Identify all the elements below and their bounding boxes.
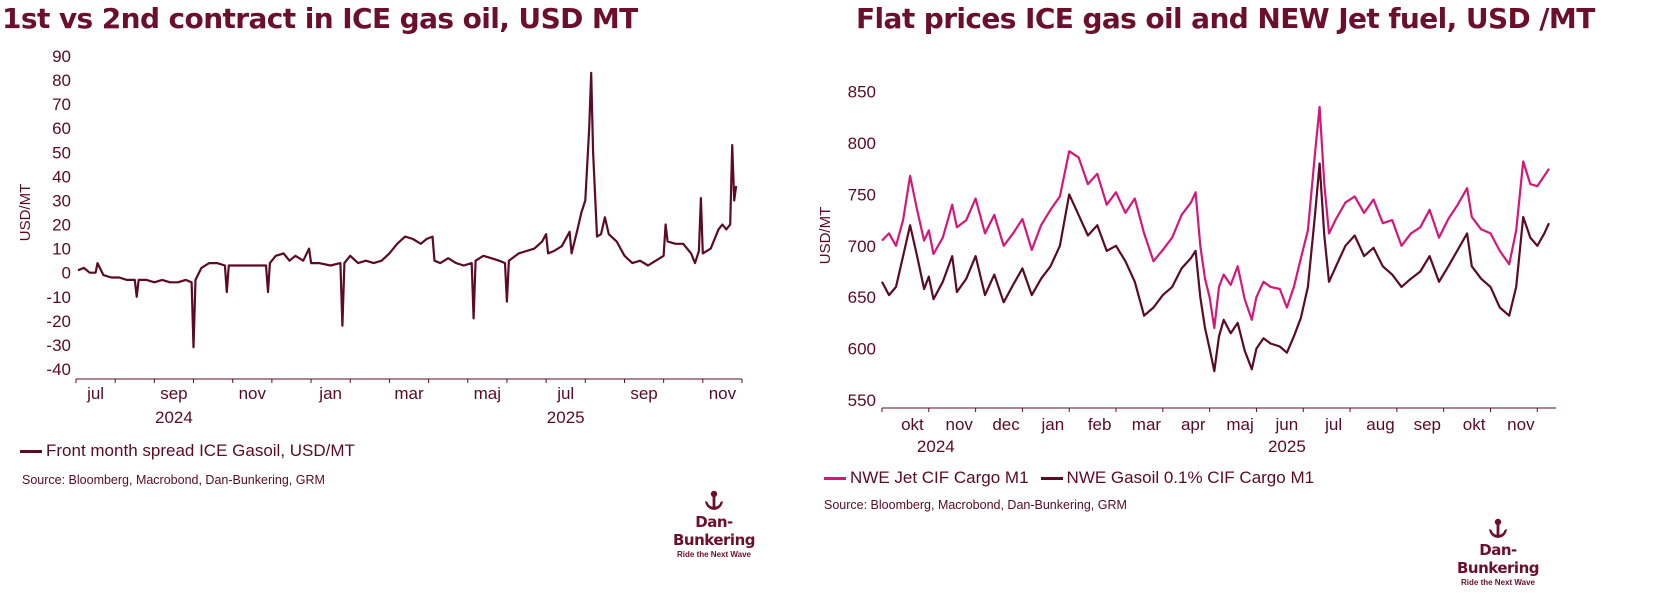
y-tick-label: 30 [52,191,71,210]
x-tick-label: sep [630,384,657,403]
legend-label: NWE Jet CIF Cargo M1 [850,468,1029,487]
y-tick-label: 50 [52,143,71,162]
left-chart-title: 1st vs 2nd contract in ICE gas oil, USD … [2,2,638,35]
x-tick-label: sep [1414,415,1441,434]
x-tick-label: nov [946,415,974,434]
y-tick-label: -30 [46,336,71,355]
y-tick-label: 60 [52,119,71,138]
series-line-0 [77,71,738,349]
logo-tagline: Ride the Next Wave [677,550,751,559]
legend-swatch [1040,476,1063,480]
legend-item-gasoil: NWE Gasoil 0.1% CIF Cargo M1 [1040,468,1315,488]
x-tick-label: maj [1226,415,1253,434]
x-tick-label: mar [394,384,424,403]
logo-brand-name: Dan-Bunkering [673,513,756,549]
x-tick-label: nov [1507,415,1535,434]
y-tick-label: -20 [46,312,71,331]
y-axis-title: USD/MT [817,207,834,265]
left-logo: Dan-Bunkering Ride the Next Wave [658,490,770,559]
y-tick-label: 700 [848,237,876,256]
y-tick-label: -40 [46,360,71,379]
logo-tagline: Ride the Next Wave [1461,578,1535,587]
legend-item-spread: Front month spread ICE Gasoil, USD/MT [20,441,355,461]
legend-swatch [824,476,846,480]
right-chart-title: Flat prices ICE gas oil and NEW Jet fuel… [856,2,1595,35]
y-axis-title: USD/MT [17,184,34,242]
y-tick-label: 90 [52,47,71,66]
series-line-0 [881,105,1550,330]
x-tick-label: aug [1366,415,1394,434]
y-tick-label: 550 [848,391,876,410]
y-tick-label: 20 [52,216,71,235]
x-tick-label: jan [318,384,342,403]
right-legend: NWE Jet CIF Cargo M1 NWE Gasoil 0.1% CIF… [824,468,1326,488]
x-tick-label: jun [1275,415,1299,434]
y-tick-label: 750 [848,185,876,204]
x-tick-label: okt [1463,415,1486,434]
anchor-logo-icon [705,490,723,510]
x-year-label: 2024 [917,437,955,456]
x-tick-label: maj [474,384,501,403]
x-tick-label: feb [1088,415,1112,434]
x-year-label: 2025 [1268,437,1306,456]
right-source: Source: Bloomberg, Macrobond, Dan-Bunker… [824,498,1127,512]
spread-chart: -40 -30 -20 -10 0 10 20 30 40 50 60 70 80 90 USD/MT jul… [17,47,743,427]
y-tick-label: 70 [52,95,71,114]
x-tick-label: nov [239,384,267,403]
x-tick-label: okt [901,415,924,434]
right-panel: Flat prices ICE gas oil and NEW Jet fuel… [817,0,1660,606]
x-year-label: 2024 [155,408,193,427]
x-tick-label: mar [1132,415,1162,434]
logo-brand-name: Dan-Bunkering [1457,541,1540,577]
legend-item-jet: NWE Jet CIF Cargo M1 [824,468,1029,488]
x-tick-label: jan [1040,415,1064,434]
y-tick-label: 0 [62,264,71,283]
legend-label: Front month spread ICE Gasoil, USD/MT [46,441,355,460]
right-logo: Dan-Bunkering Ride the Next Wave [1442,518,1554,587]
y-tick-label: -10 [46,288,71,307]
y-tick-label: 40 [52,167,71,186]
series-line-1 [881,162,1550,373]
left-legend: Front month spread ICE Gasoil, USD/MT [20,441,367,461]
x-tick-label: dec [992,415,1020,434]
left-panel: 1st vs 2nd contract in ICE gas oil, USD … [2,2,770,559]
left-source: Source: Bloomberg, Macrobond, Dan-Bunker… [22,473,325,487]
y-tick-label: 600 [848,340,876,359]
y-tick-label: 10 [52,240,71,259]
legend-label: NWE Gasoil 0.1% CIF Cargo M1 [1066,468,1315,487]
x-tick-label: nov [709,384,737,403]
x-tick-label: sep [160,384,187,403]
x-tick-label: apr [1181,415,1206,434]
anchor-logo-icon [1489,518,1507,538]
x-tick-label: jul [1324,415,1342,434]
y-tick-label: 650 [848,288,876,307]
x-year-label: 2025 [547,408,585,427]
y-tick-label: 800 [848,134,876,153]
x-tick-label: jul [86,384,104,403]
legend-swatch [20,449,42,453]
x-tick-label: jul [556,384,574,403]
y-tick-label: 80 [52,71,71,90]
y-tick-label: 850 [848,83,876,102]
